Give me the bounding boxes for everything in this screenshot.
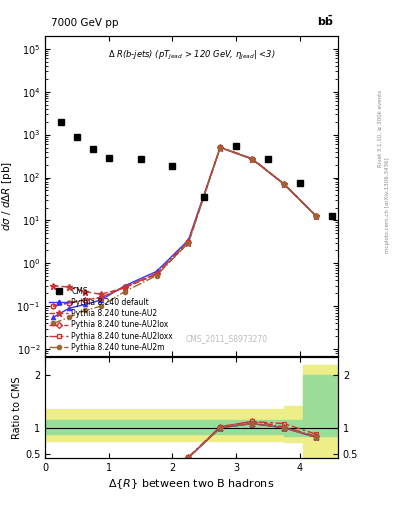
X-axis label: $\Delta\{R\}$ between two B hadrons: $\Delta\{R\}$ between two B hadrons	[108, 477, 275, 491]
Text: mcplots.cern.ch [arXiv:1306.3436]: mcplots.cern.ch [arXiv:1306.3436]	[385, 157, 389, 252]
Text: CMS_2011_S8973270: CMS_2011_S8973270	[185, 334, 268, 343]
Text: 7000 GeV pp: 7000 GeV pp	[51, 18, 119, 28]
Y-axis label: Ratio to CMS: Ratio to CMS	[12, 376, 22, 439]
Text: $\Delta$ R(b-jets) (pT$_{Jead}$ > 120 GeV, $\eta_{Jead}$| <3): $\Delta$ R(b-jets) (pT$_{Jead}$ > 120 Ge…	[108, 49, 275, 62]
Y-axis label: $d\sigma$ / $d\Delta{R}$ [pb]: $d\sigma$ / $d\Delta{R}$ [pb]	[0, 161, 14, 231]
Text: b$\mathbf{\bar{b}}$: b$\mathbf{\bar{b}}$	[317, 13, 334, 28]
Text: Rivet 3.1.10, ≥ 300k events: Rivet 3.1.10, ≥ 300k events	[378, 90, 383, 166]
Legend: CMS, Pythia 8.240 default, Pythia 8.240 tune-AU2, Pythia 8.240 tune-AU2lox, Pyth: CMS, Pythia 8.240 default, Pythia 8.240 …	[49, 287, 173, 352]
